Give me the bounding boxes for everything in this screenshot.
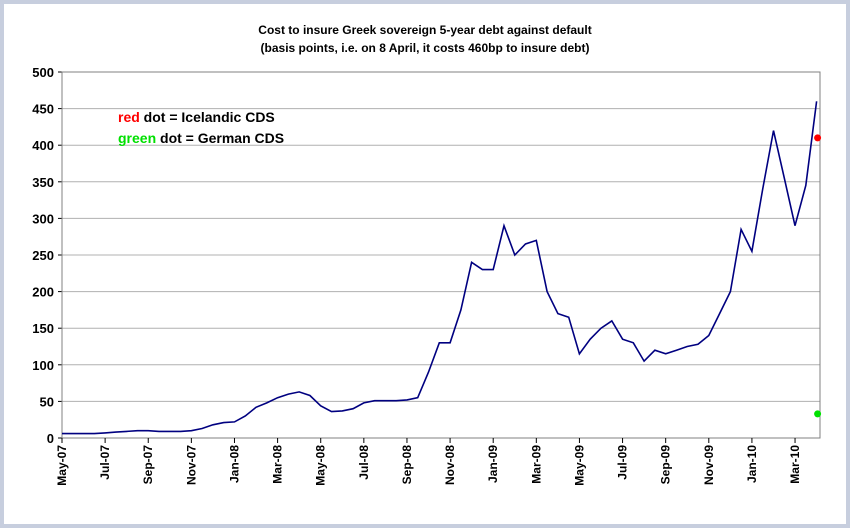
- line-series: [62, 101, 818, 435]
- y-tick-label: 100: [32, 358, 54, 373]
- marker-text: dot = German CDS: [156, 130, 284, 146]
- x-tick-label: Jan-08: [227, 445, 241, 483]
- x-tick-label: May-07: [55, 445, 69, 486]
- x-tick-label: Nov-09: [702, 445, 716, 485]
- x-tick-label: Jan-10: [745, 445, 759, 483]
- y-tick-label: 0: [47, 431, 54, 446]
- x-tick-label: Mar-10: [788, 445, 802, 484]
- chart-title: Cost to insure Greek sovereign 5-year de…: [258, 23, 591, 37]
- x-tick-label: Jul-08: [357, 445, 371, 480]
- y-tick-label: 500: [32, 65, 54, 80]
- x-tick-label: May-09: [572, 445, 586, 486]
- x-tick-label: Nov-08: [443, 445, 457, 485]
- y-tick-label: 250: [32, 248, 54, 263]
- y-tick-label: 150: [32, 321, 54, 336]
- marker-word: red: [118, 109, 140, 125]
- x-tick-label: Sep-09: [659, 445, 673, 485]
- y-tick-label: 300: [32, 211, 54, 226]
- marker-word: green: [118, 130, 156, 146]
- x-tick-label: Jul-09: [616, 445, 630, 480]
- y-tick-label: 50: [40, 394, 54, 409]
- x-tick-label: Mar-09: [529, 445, 543, 484]
- y-tick-label: 350: [32, 175, 54, 190]
- marker-note: green dot = German CDS: [118, 130, 284, 146]
- y-tick-label: 200: [32, 285, 54, 300]
- y-tick-label: 400: [32, 138, 54, 153]
- x-tick-label: Mar-08: [271, 445, 285, 484]
- marker-note: red dot = Icelandic CDS: [118, 109, 275, 125]
- marker-text: dot = Icelandic CDS: [140, 109, 275, 125]
- marker-dot: [814, 410, 822, 418]
- x-tick-label: Jan-09: [486, 445, 500, 483]
- x-tick-label: May-08: [314, 445, 328, 486]
- x-tick-label: Jul-07: [98, 445, 112, 480]
- marker-dot: [814, 134, 822, 142]
- chart-subtitle: (basis points, i.e. on 8 April, it costs…: [261, 41, 590, 55]
- chart-area: [4, 4, 846, 524]
- x-tick-label: Sep-08: [400, 445, 414, 485]
- y-tick-label: 450: [32, 102, 54, 117]
- x-tick-label: Sep-07: [141, 445, 155, 485]
- plot-border: [61, 71, 821, 439]
- x-tick-label: Nov-07: [184, 445, 198, 485]
